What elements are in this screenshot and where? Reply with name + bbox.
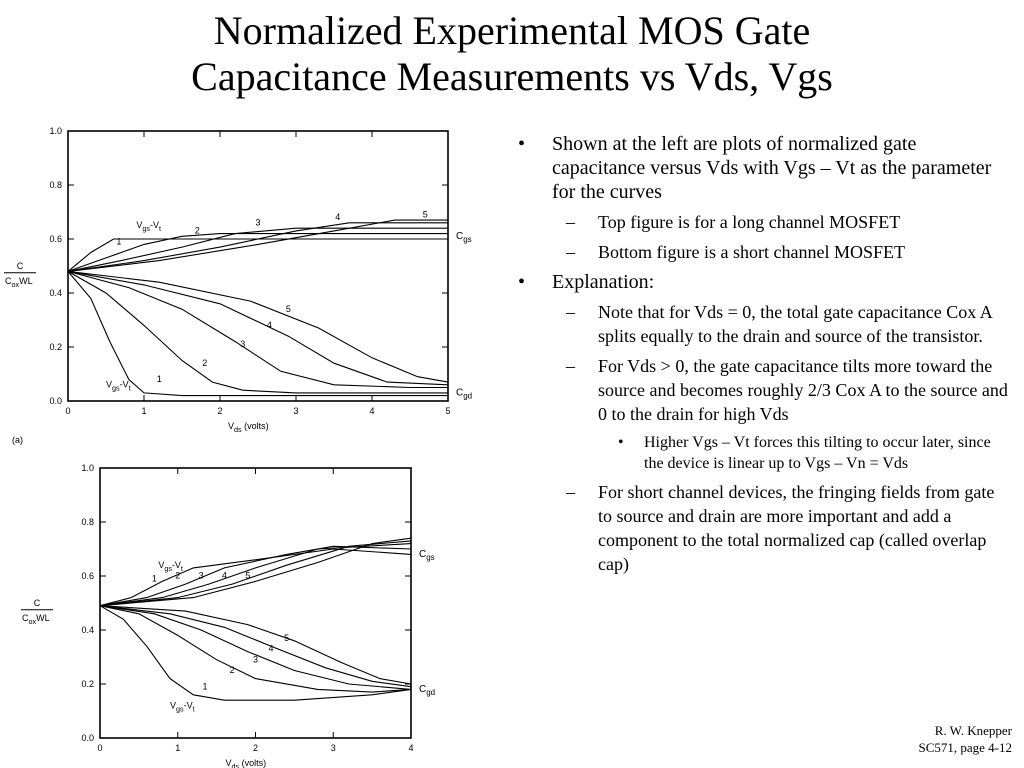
x-tick-label: 1: [141, 406, 146, 416]
vgs-vt-label-cgs: Vgs-Vt: [158, 560, 183, 573]
cgs-curve-2: [99, 545, 412, 607]
cgs-curve-5: [99, 537, 412, 607]
sub-bullet-item: Bottom figure is a short channel MOSFET: [518, 240, 1008, 264]
cgd-curve-label: 4: [269, 644, 274, 654]
y-tick-label: 0.6: [49, 234, 62, 244]
x-tick-label: 3: [293, 406, 298, 416]
y-tick-label: 0.0: [81, 733, 94, 743]
cgd-curve-1: [67, 271, 448, 397]
footer-page: SC571, page 4-12: [918, 740, 1012, 755]
sub-bullet-item: Note that for Vds = 0, the total gate ca…: [518, 300, 1008, 348]
vgs-vt-label-cgs: Vgs-Vt: [136, 220, 161, 233]
cgs-curve-5: [67, 219, 448, 272]
x-tick-label: 4: [408, 743, 413, 753]
vgs-vt-label-cgd: Vgs-Vt: [170, 700, 195, 713]
slide-title: Normalized Experimental MOS Gate Capacit…: [0, 8, 1024, 100]
footer-author: R. W. Knepper: [934, 723, 1012, 738]
cgd-curve-label: 5: [284, 633, 289, 643]
cgs-curve-3: [99, 543, 412, 607]
cgd-curve-5: [99, 605, 412, 685]
y-axis-label-denominator: CoxWL: [22, 613, 50, 626]
cgd-label: Cgd: [456, 388, 472, 401]
cgs-curve-label: 2: [175, 571, 180, 581]
cgs-curve-label: 5: [423, 209, 428, 219]
cgd-curve-label: 1: [202, 681, 207, 691]
sub-bullet-item: For Vds > 0, the gate capacitance tilts …: [518, 354, 1008, 426]
y-tick-label: 0.0: [49, 396, 62, 406]
cgs-curve-1: [67, 238, 448, 272]
y-axis-label-numerator: C: [34, 598, 41, 608]
y-tick-label: 0.2: [49, 342, 62, 352]
cgs-label: Cgs: [456, 231, 472, 244]
chart-short-channel: 0.0 0.2 0.4 0.6 0.8 1.0 0 1 2 3 4 Vds (volts) C CoxWL…: [21, 463, 435, 768]
bullet-item: Shown at the left are plots of normalize…: [518, 132, 1008, 204]
cgs-curve-label: 4: [335, 212, 340, 222]
cgd-curve-label: 1: [157, 374, 162, 384]
title-line-1: Normalized Experimental MOS Gate: [213, 8, 811, 53]
y-tick-label: 0.8: [81, 517, 94, 527]
y-tick-label: 1.0: [49, 126, 62, 136]
sub-sub-bullet-item: Higher Vgs – Vt forces this tilting to o…: [518, 432, 1008, 474]
cgs-curve-1: [99, 548, 412, 607]
cgs-curve-4: [99, 540, 412, 607]
cgs-curve-label: 3: [255, 218, 260, 228]
cgs-curve-label: 5: [245, 571, 250, 581]
cgd-label: Cgd: [419, 684, 435, 697]
cgd-curve-label: 3: [240, 339, 245, 349]
panel-label: (a): [12, 435, 23, 445]
cgd-curve-5: [67, 270, 449, 383]
cgs-curve-4: [67, 222, 448, 272]
x-tick-label: 4: [369, 406, 374, 416]
x-tick-label: 2: [217, 406, 222, 416]
cgs-curve-label: 3: [199, 571, 204, 581]
vgs-vt-label-cgd: Vgs-Vt: [106, 380, 131, 393]
x-tick-label: 0: [97, 743, 102, 753]
cgd-curve-label: 2: [202, 358, 207, 368]
cgs-curve-3: [67, 227, 448, 272]
x-tick-label: 1: [175, 743, 180, 753]
cgs-curve-label: 4: [222, 571, 227, 581]
cgd-curve-4: [99, 605, 412, 688]
x-axis-label: Vds (volts): [228, 421, 269, 434]
bullet-list: Shown at the left are plots of normalize…: [518, 132, 1008, 582]
chart-long-channel: 0.0 0.2 0.4 0.6 0.8 1.0 0 1 2 3 4 5 Vds (volts) C CoxW…: [4, 126, 472, 445]
cgs-curve-label: 1: [152, 573, 157, 583]
cgs-label: Cgs: [419, 549, 435, 562]
y-tick-label: 0.6: [81, 571, 94, 581]
cgd-curve-label: 3: [253, 654, 258, 664]
y-tick-label: 0.2: [81, 679, 94, 689]
title-line-2: Capacitance Measurements vs Vds, Vgs: [191, 54, 833, 99]
cgs-curve-label: 1: [116, 236, 121, 246]
cgd-curve-2: [67, 270, 448, 394]
y-tick-label: 0.8: [49, 180, 62, 190]
cgd-curve-label: 4: [267, 320, 272, 330]
sub-bullet-item: For short channel devices, the fringing …: [518, 480, 1008, 576]
cgd-curve-label: 5: [286, 304, 291, 314]
x-axis-label: Vds (volts): [226, 758, 267, 768]
plot-frame: [99, 467, 412, 739]
y-axis-label-denominator: CoxWL: [5, 276, 33, 289]
cgs-curve-2: [67, 233, 448, 272]
x-tick-label: 5: [445, 406, 450, 416]
cgd-curve-3: [99, 605, 412, 690]
cgd-curve-1: [99, 605, 412, 701]
y-axis-label-numerator: C: [17, 261, 24, 271]
y-tick-label: 0.4: [81, 625, 94, 635]
x-tick-label: 0: [65, 406, 70, 416]
sub-bullet-item: Top figure is for a long channel MOSFET: [518, 210, 1008, 234]
y-tick-label: 1.0: [81, 463, 94, 473]
cgd-curve-3: [67, 270, 448, 389]
x-tick-label: 2: [253, 743, 258, 753]
footer: R. W. Knepper SC571, page 4-12: [918, 722, 1012, 756]
plot-frame: [67, 130, 449, 402]
cgd-curve-2: [99, 605, 412, 693]
y-tick-label: 0.4: [49, 288, 62, 298]
cgs-curve-label: 2: [195, 226, 200, 236]
x-tick-label: 3: [331, 743, 336, 753]
bullet-item: Explanation:: [518, 270, 1008, 294]
cgd-curve-label: 2: [230, 665, 235, 675]
cgd-curve-4: [67, 270, 449, 386]
